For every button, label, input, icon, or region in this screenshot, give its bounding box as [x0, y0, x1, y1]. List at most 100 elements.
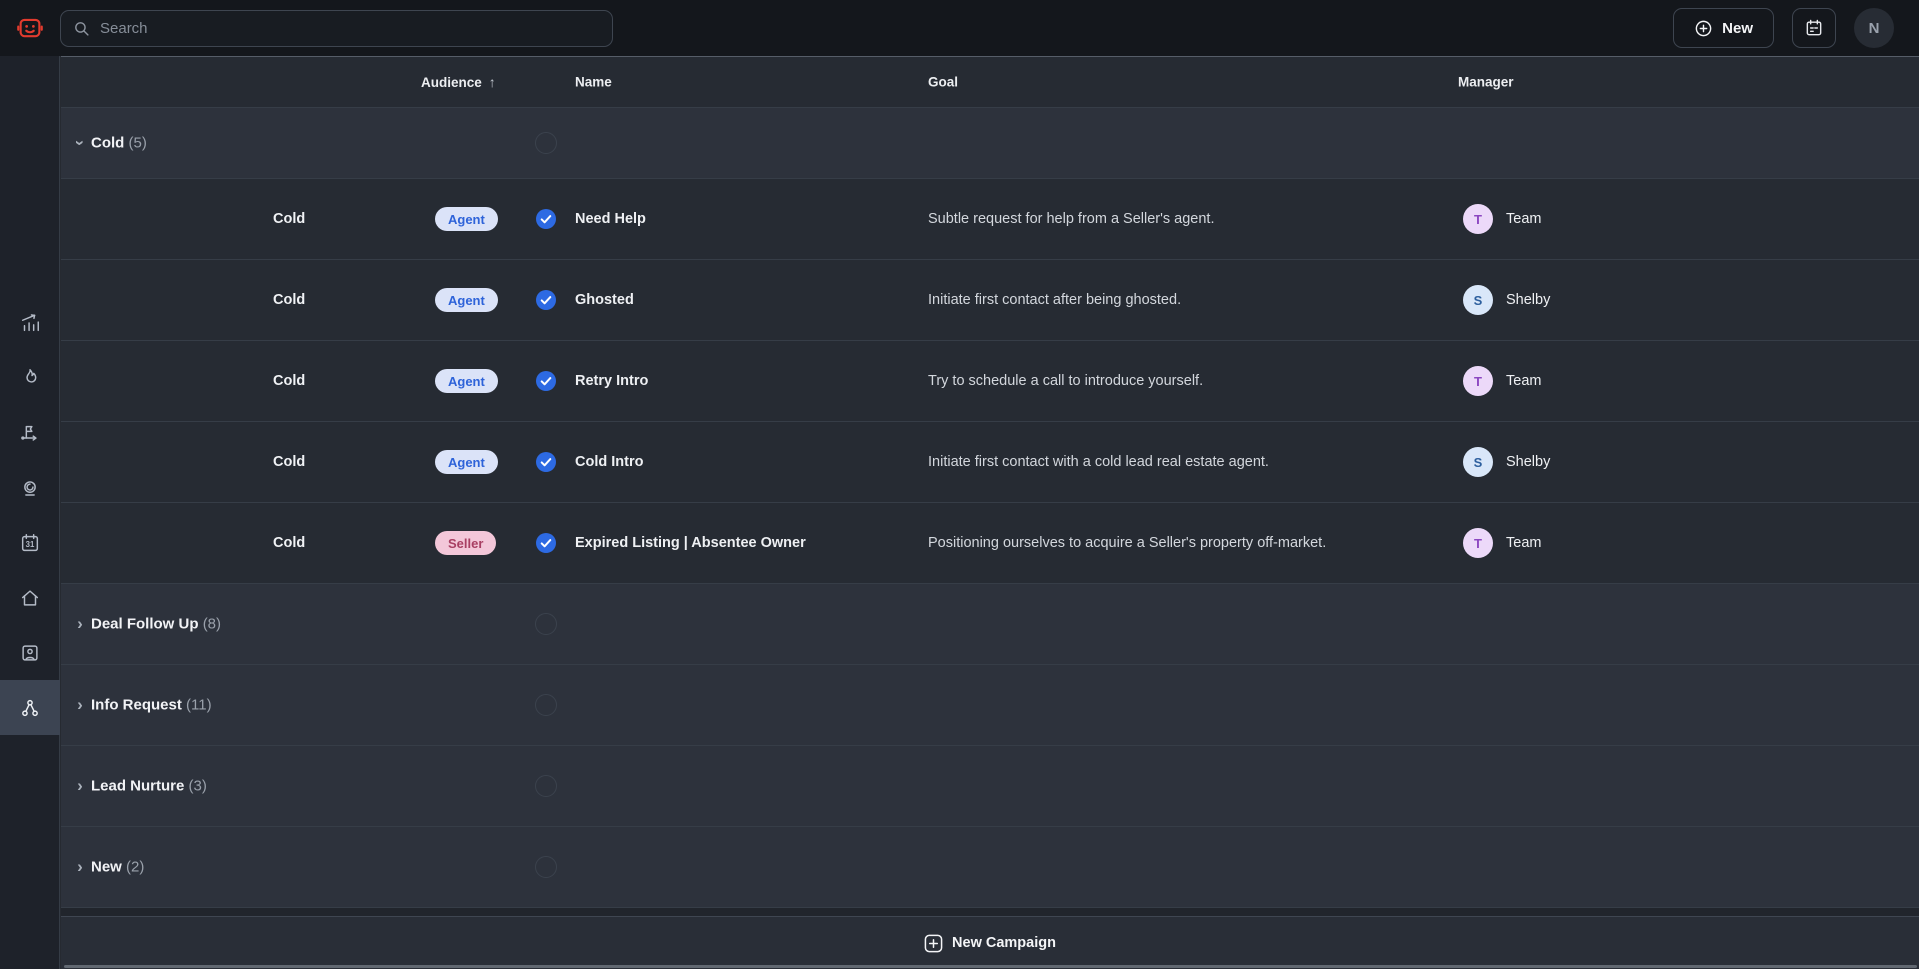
search-input[interactable] [100, 19, 600, 37]
manager-avatar: T [1463, 528, 1493, 558]
manager-avatar: S [1463, 285, 1493, 315]
home-icon [21, 589, 39, 606]
contact-card-icon [22, 644, 38, 661]
group-check-circle[interactable] [535, 856, 557, 878]
audience-type-badge: Agent [435, 450, 498, 474]
audience-value: Cold [273, 454, 306, 470]
group-check-circle[interactable] [535, 613, 557, 635]
audience-type-badge: Agent [435, 369, 498, 393]
flag-icon [21, 425, 37, 441]
table-body: › Cold (5) Cold Agent Need Help Subtle reques… [61, 108, 1919, 908]
campaign-name: Need Help [575, 211, 646, 227]
robot-logo-icon[interactable] [15, 13, 45, 43]
group-label: Deal Follow Up (8) [91, 615, 222, 633]
calendar-button[interactable] [1792, 8, 1836, 48]
manager-cell: T Team [1463, 366, 1541, 396]
sidebar-item-campaigns[interactable] [0, 680, 60, 735]
chart-icon [21, 313, 39, 331]
group-count: (3) [188, 777, 207, 795]
campaign-goal: Initiate first contact with a cold lead … [928, 454, 1269, 470]
checked-circle-icon[interactable] [536, 452, 556, 472]
group-check-circle[interactable] [535, 132, 557, 154]
group-label: New (2) [91, 858, 145, 876]
sidebar-item-milestones[interactable] [0, 405, 60, 460]
campaign-name: Cold Intro [575, 454, 644, 470]
audience-value: Cold [273, 211, 306, 227]
search-icon [75, 21, 89, 36]
new-campaign-label: New Campaign [952, 935, 1056, 951]
sidebar-item-hot-leads[interactable] [0, 350, 60, 405]
bell-icon [24, 480, 36, 496]
new-button[interactable]: New [1673, 8, 1774, 48]
checked-circle-icon[interactable] [536, 371, 556, 391]
user-avatar[interactable]: N [1854, 8, 1894, 48]
plus-square-icon [924, 934, 943, 952]
audience-value: Cold [273, 373, 306, 389]
manager-name: Team [1506, 211, 1542, 227]
group-count: (11) [186, 696, 212, 714]
sidebar-item-home[interactable] [0, 570, 60, 625]
column-header-goal[interactable]: Goal [928, 74, 959, 90]
table-row[interactable]: Cold Agent Need Help Subtle request for hel… [61, 179, 1919, 260]
chevron-right-icon: › [77, 776, 83, 795]
group-header-row[interactable]: › New (2) [61, 827, 1919, 908]
audience-value: Cold [273, 535, 306, 551]
table-row[interactable]: Cold Agent Cold Intro Initiate first contac… [61, 422, 1919, 503]
group-header-row[interactable]: › Info Request (11) [61, 665, 1919, 746]
group-count: (8) [202, 615, 222, 633]
chevron-down-icon: › [71, 140, 90, 146]
checked-circle-icon[interactable] [536, 290, 556, 310]
chevron-right-icon: › [77, 857, 83, 876]
group-label: Info Request (11) [91, 696, 212, 714]
avatar-initial: N [1868, 19, 1880, 37]
manager-name: Team [1506, 535, 1542, 551]
group-header-row[interactable]: › Lead Nurture (3) [61, 746, 1919, 827]
sidebar-item-calendar[interactable]: 31 [0, 515, 60, 570]
manager-cell: T Team [1463, 528, 1541, 558]
chevron-right-icon: › [77, 614, 83, 633]
topbar: New N [0, 0, 1919, 56]
manager-cell: T Team [1463, 204, 1541, 234]
sidebar-item-alerts[interactable] [0, 460, 60, 515]
manager-name: Shelby [1506, 292, 1551, 308]
svg-text:31: 31 [26, 540, 35, 549]
search-box[interactable] [60, 9, 613, 47]
sidebar-item-analytics[interactable] [0, 295, 60, 350]
column-header-audience[interactable]: Audience ↑ [421, 74, 496, 90]
group-count: (2) [126, 858, 145, 876]
campaign-goal: Positioning ourselves to acquire a Selle… [928, 535, 1327, 551]
calendar-icon [1806, 19, 1822, 36]
column-header-name[interactable]: Name [575, 74, 612, 90]
horizontal-scrollbar[interactable] [64, 965, 1917, 968]
group-check-circle[interactable] [535, 694, 557, 716]
manager-name: Team [1506, 373, 1542, 389]
table-header-row: Audience ↑ Name Goal Manager [61, 57, 1919, 108]
sidebar: 31 [0, 56, 60, 969]
new-button-label: New [1722, 19, 1753, 37]
manager-cell: S Shelby [1463, 285, 1550, 315]
table-footer: New Campaign [61, 917, 1919, 969]
group-check-circle[interactable] [535, 775, 557, 797]
new-campaign-button[interactable]: New Campaign [924, 934, 1056, 953]
checked-circle-icon[interactable] [536, 209, 556, 229]
table-row[interactable]: Cold Agent Retry Intro Try to schedule a ca… [61, 341, 1919, 422]
sidebar-item-contacts[interactable] [0, 625, 60, 680]
group-label: Lead Nurture (3) [91, 777, 207, 795]
manager-avatar: S [1463, 447, 1493, 477]
workflow-icon [22, 699, 38, 716]
plus-circle-icon [1695, 20, 1712, 36]
manager-cell: S Shelby [1463, 447, 1550, 477]
table-row[interactable]: Cold Seller Expired Listing | Absentee Own… [61, 503, 1919, 584]
campaign-goal: Try to schedule a call to introduce your… [928, 373, 1204, 389]
manager-name: Shelby [1506, 454, 1551, 470]
audience-type-badge: Agent [435, 207, 498, 231]
manager-avatar: T [1463, 366, 1493, 396]
checked-circle-icon[interactable] [536, 533, 556, 553]
calendar-31-icon: 31 [21, 533, 39, 551]
group-header-row[interactable]: › Cold (5) [61, 108, 1919, 179]
sort-ascending-icon: ↑ [488, 74, 496, 90]
table-row[interactable]: Cold Agent Ghosted Initiate first contact a… [61, 260, 1919, 341]
audience-type-badge: Seller [435, 531, 497, 555]
column-header-manager[interactable]: Manager [1458, 74, 1514, 90]
group-header-row[interactable]: › Deal Follow Up (8) [61, 584, 1919, 665]
